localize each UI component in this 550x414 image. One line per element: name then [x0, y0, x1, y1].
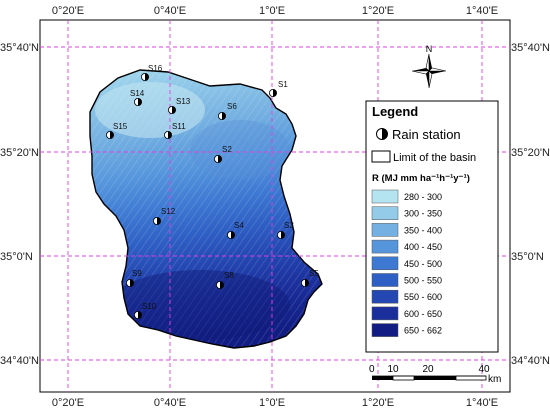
legend-class-label-2: 350 - 400 — [404, 225, 442, 235]
station-marker-s16 — [141, 73, 149, 81]
station-label-s14: S14 — [130, 89, 145, 98]
station-label-s4: S4 — [234, 221, 244, 230]
legend-rain-station: Rain station — [392, 127, 461, 142]
tick-right-3: 34°40'N — [511, 355, 550, 367]
legend-title: Legend — [372, 104, 418, 119]
legend-swatch-1 — [371, 206, 399, 220]
station-label-s5: S5 — [309, 269, 319, 278]
legend-class-label-5: 500 - 550 — [404, 276, 442, 286]
north-label: N — [426, 44, 433, 54]
tick-bottom-2: 1°0'E — [259, 397, 285, 409]
top-tick-labels: 0°20'E 0°40'E 1°0'E 1°20'E 1°40'E — [52, 5, 498, 17]
station-label-s15: S15 — [113, 122, 128, 131]
station-marker-s1 — [269, 89, 277, 97]
scale-unit: km — [488, 374, 501, 385]
legend-class-label-8: 650 - 662 — [404, 326, 442, 336]
scale-label-10: 10 — [387, 364, 399, 375]
station-marker-s3 — [277, 231, 285, 239]
legend-swatch-5 — [371, 273, 399, 287]
tick-left-1: 35°20'N — [0, 147, 39, 159]
station-marker-s2 — [214, 155, 222, 163]
legend-limit: Limit of the basin — [393, 152, 476, 164]
tick-bottom-3: 1°20'E — [362, 397, 394, 409]
right-tick-labels: 35°40'N 35°20'N 35°0'N 34°40'N — [511, 42, 550, 367]
tick-top-2: 1°0'E — [259, 5, 285, 17]
scale-label-20: 20 — [422, 364, 434, 375]
station-marker-s10 — [134, 311, 142, 319]
station-marker-s14 — [134, 98, 142, 106]
station-label-s13: S13 — [176, 97, 191, 106]
station-labels: S16 S14 S13 S6 S1 S15 S11 S2 S12 S4 S3 S… — [113, 64, 319, 311]
tick-bottom-1: 0°40'E — [154, 397, 186, 409]
tick-top-4: 1°40'E — [466, 5, 498, 17]
tick-right-2: 35°0'N — [511, 251, 544, 263]
legend-class-label-3: 400 - 450 — [404, 242, 442, 252]
basin-limit-swatch — [371, 150, 391, 163]
legend-swatch-2 — [371, 223, 399, 237]
station-marker-s12 — [153, 217, 161, 225]
scale-label-40: 40 — [478, 364, 490, 375]
station-marker-s11 — [164, 131, 172, 139]
station-marker-s4 — [227, 231, 235, 239]
erosivity-raster — [90, 70, 322, 348]
legend-swatch-6 — [371, 289, 399, 304]
legend-class-label-6: 550 - 600 — [404, 292, 442, 302]
station-marker-s13 — [168, 106, 176, 114]
scale-label-0: 0 — [369, 364, 375, 375]
station-label-s11: S11 — [172, 122, 186, 131]
station-label-s3: S3 — [284, 221, 294, 230]
station-label-s8: S8 — [224, 271, 234, 280]
station-marker-s5 — [301, 279, 309, 287]
tick-left-0: 35°40'N — [0, 42, 39, 54]
bottom-tick-labels: 0°20'E 0°40'E 1°0'E 1°20'E 1°40'E — [52, 397, 498, 409]
basin-outline — [89, 69, 323, 349]
station-label-s6: S6 — [227, 102, 237, 111]
station-marker-s15 — [106, 131, 114, 139]
legend-swatch-8 — [371, 323, 399, 337]
tick-top-1: 0°40'E — [154, 5, 186, 17]
legend-swatch-0 — [371, 189, 399, 204]
legend-swatch-7 — [371, 306, 399, 321]
scale-bar — [372, 375, 487, 381]
tick-right-1: 35°20'N — [511, 147, 550, 159]
tick-left-2: 35°0'N — [0, 251, 33, 263]
legend-swatch-3 — [371, 239, 399, 254]
tick-right-0: 35°40'N — [511, 42, 550, 54]
tick-left-3: 34°40'N — [0, 355, 39, 367]
tick-top-3: 1°20'E — [362, 5, 394, 17]
legend-swatch-4 — [371, 256, 399, 271]
station-label-s9: S9 — [132, 269, 142, 278]
legend-class-label-7: 600 - 650 — [404, 309, 442, 319]
tick-bottom-0: 0°20'E — [52, 397, 84, 409]
legend-class-label-1: 300 - 350 — [404, 209, 442, 219]
legend-r-title: R (MJ mm ha⁻¹h⁻¹y⁻¹) — [372, 173, 470, 184]
legend-class-label-0: 280 - 300 — [404, 192, 442, 202]
station-marker-s8 — [216, 281, 224, 289]
tick-bottom-4: 1°40'E — [466, 397, 498, 409]
rain-stations — [106, 73, 309, 319]
station-marker-s9 — [126, 279, 134, 287]
legend-class-label-4: 450 - 500 — [404, 259, 442, 269]
left-tick-labels: 35°40'N 35°20'N 35°0'N 34°40'N — [0, 42, 39, 367]
station-label-s2: S2 — [222, 145, 232, 154]
station-label-s12: S12 — [161, 207, 176, 216]
station-marker-s6 — [218, 112, 226, 120]
tick-top-0: 0°20'E — [52, 5, 84, 17]
rain-station-legend-icon — [376, 128, 388, 140]
north-arrow-icon — [411, 53, 447, 89]
legend-classes: 280 - 300 300 - 350 350 - 400 400 - 450 450 … — [371, 189, 442, 337]
station-label-s16: S16 — [148, 64, 163, 73]
station-label-s1: S1 — [278, 80, 288, 89]
station-label-s10: S10 — [142, 302, 157, 311]
